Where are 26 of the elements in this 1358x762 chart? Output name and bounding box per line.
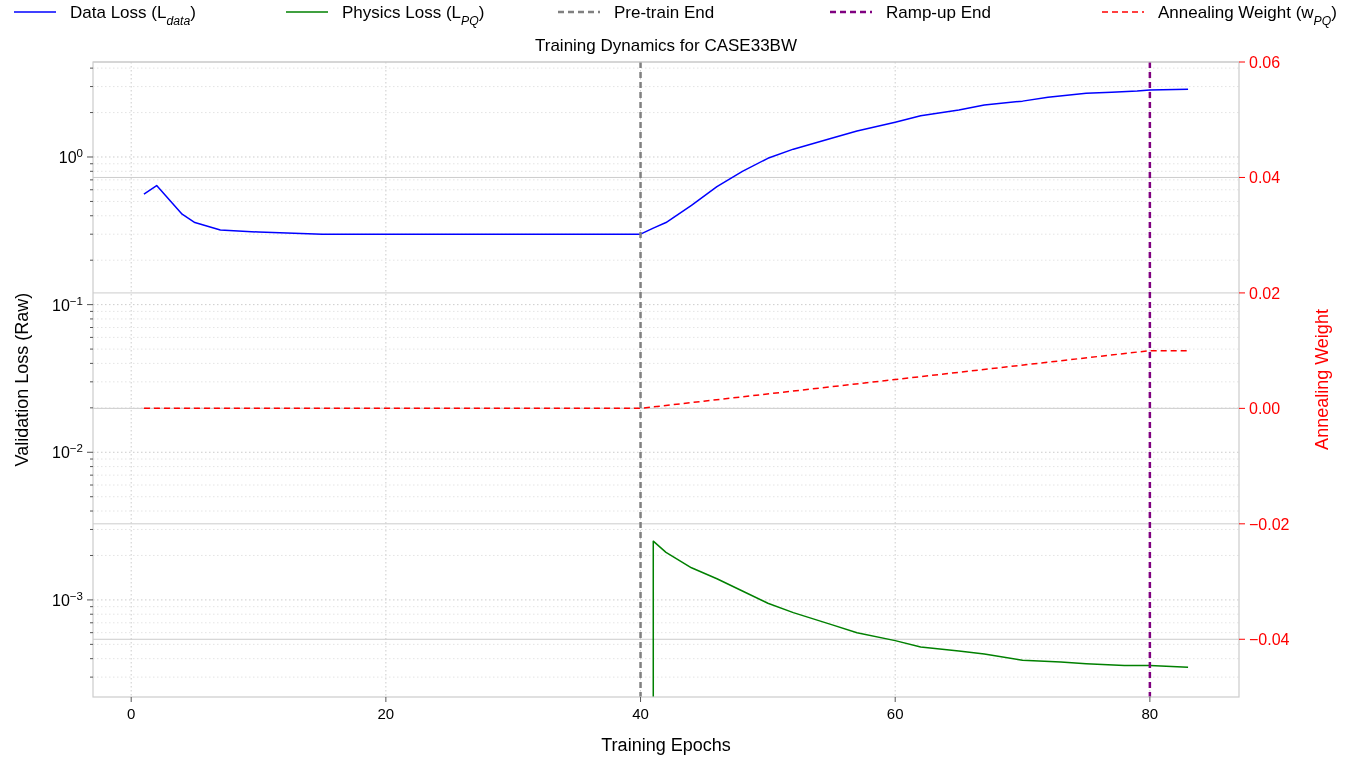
x-tick-label: 40 [632, 705, 649, 722]
line-series [143, 88, 1189, 235]
chart-title: Training Dynamics for CASE33BW [534, 36, 798, 55]
y-axis-title: Validation Loss (Raw) [12, 292, 32, 467]
legend-label: Data Loss (L$_{data}$) [70, 3, 196, 28]
legend-label: Annealing Weight (w$_{PQ}$) [1158, 3, 1337, 28]
legend-label: Physics Loss (L$_{PQ}$) [342, 3, 485, 28]
y-tick-label: 10$^{−2}$ [52, 442, 83, 462]
legend-label: Pre-train End [614, 3, 715, 22]
y2-tick-label: 0.04 [1249, 169, 1281, 187]
x-tick-label: 20 [377, 705, 395, 722]
y2-tick-label: −0.04 [1249, 631, 1290, 649]
y-tick-label: 10$^{−3}$ [52, 589, 83, 609]
x-tick-label: 0 [127, 705, 136, 722]
y2-tick-label: 0.00 [1249, 400, 1281, 418]
y2-axis-title: Annealing Weight [1312, 309, 1332, 450]
y2-tick-label: −0.02 [1249, 515, 1290, 533]
y-tick-label: 10$^{−1}$ [52, 294, 83, 314]
x-tick-label: 60 [886, 705, 904, 722]
y-tick-label: 10$^{0}$ [58, 147, 83, 166]
x-tick-label: 80 [1141, 705, 1159, 722]
legend-label: Ramp-up End [886, 3, 991, 22]
y2-tick-label: 0.06 [1249, 54, 1281, 71]
line-series [652, 540, 1189, 698]
y2-tick-label: 0.02 [1249, 284, 1281, 302]
x-axis-title: Training Epochs [601, 735, 731, 755]
